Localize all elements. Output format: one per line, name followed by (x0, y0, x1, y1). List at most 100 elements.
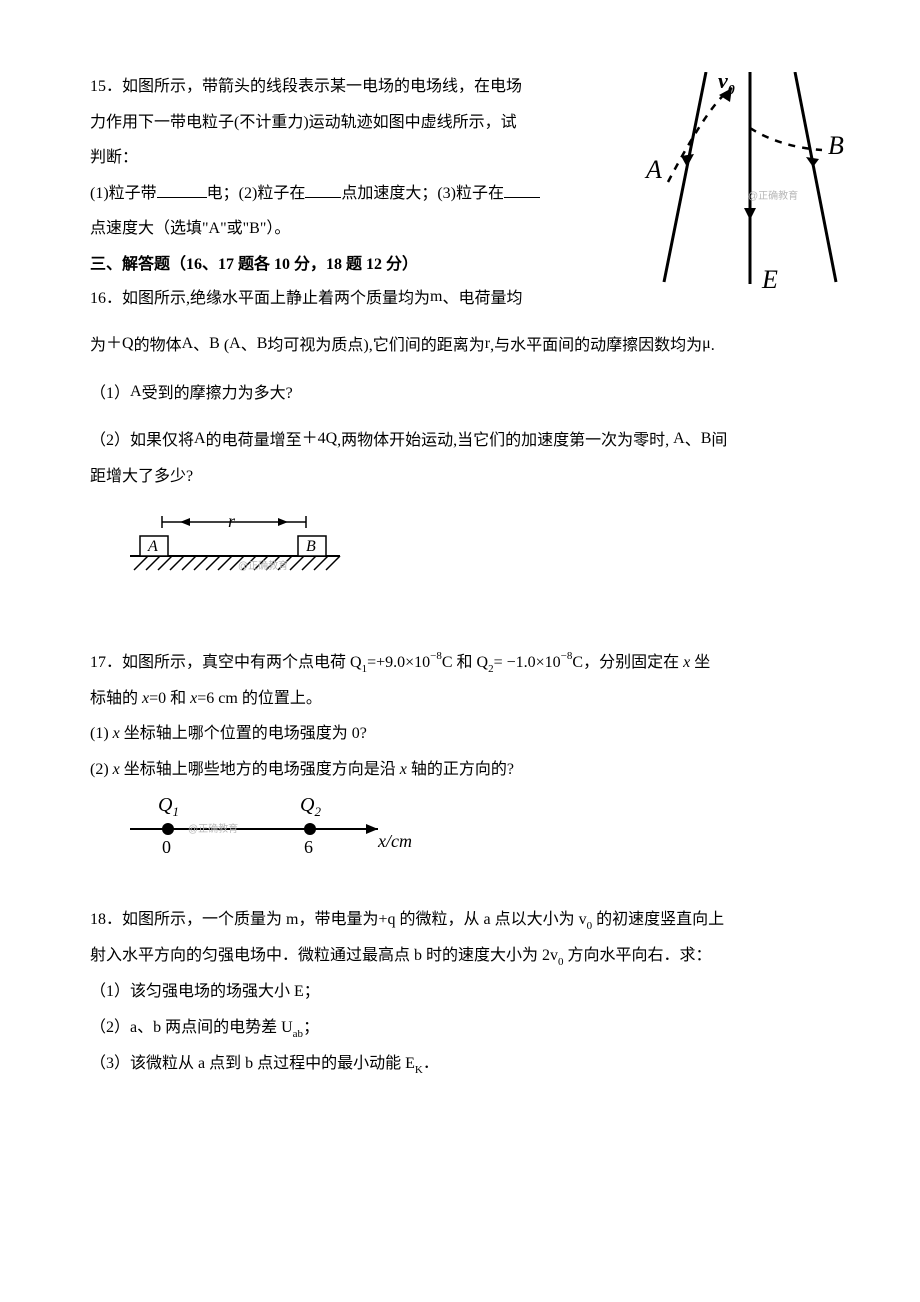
q17-fig-xcm: x/cm (377, 831, 412, 851)
q17-sub1: 1 (362, 663, 368, 675)
q17-exp2: −8 (561, 650, 573, 662)
blank-1 (157, 182, 207, 198)
q17-x4: x (113, 725, 120, 742)
q16-B2: B (257, 335, 268, 352)
q15-label-E: E (761, 265, 778, 294)
q16-fig-B: B (306, 538, 316, 555)
q17-l1b: =+9.0×10 (367, 654, 430, 671)
q15-sub1b: 电；(2)粒子在 (207, 185, 306, 202)
q18-subK: K (415, 1064, 423, 1076)
q18-block: 18．如图所示，一个质量为 m，带电量为+q 的微粒，从 a 点以大小为 v0 … (90, 903, 830, 1082)
q17-l1e: C，分别固定在 (572, 654, 683, 671)
q16-A1: A (182, 335, 194, 352)
q18-line2: 射入水平方向的匀强电场中．微粒通过最高点 b 时的速度大小为 2v0 方向水平向… (90, 939, 830, 973)
q17-l1c: C 和 Q (442, 654, 488, 671)
q17-l2c: =6 cm 的位置上。 (197, 690, 322, 707)
q16-fig-A: A (147, 538, 158, 555)
q16-s2e: 距增大了多少 (90, 468, 186, 485)
q17-l2b: =0 和 (149, 690, 190, 707)
q17-s2a: (2) (90, 761, 113, 778)
q18-sub0b: 0 (558, 956, 564, 968)
q16-s2a: （2）如果仅将 (90, 432, 194, 449)
q18-s3b: ． (423, 1055, 439, 1072)
q17-line1: 17．如图所示，真空中有两个点电荷 Q1=+9.0×10−8C 和 Q2= −1… (90, 646, 830, 680)
q17-svg: Q1 Q2 0 6 x/cm (120, 789, 430, 867)
q16-A5: A (673, 430, 685, 447)
q16-sub2-line1: （2）如果仅将A的电荷量增至＋4Q,两物体开始运动,当它们的加速度第一次为零时,… (90, 424, 830, 458)
q16-mu: μ (702, 335, 711, 352)
q17-s1a: (1) (90, 725, 113, 742)
q15-svg: A B E v0 (630, 72, 850, 302)
q16-s2d: 间 (711, 432, 727, 449)
q18-l2a: 射入水平方向的匀强电场中．微粒通过最高点 b 时的速度大小为 2v (90, 947, 558, 964)
q17-sub2: 2 (488, 663, 494, 675)
q16-l2b: 的物体 (134, 337, 182, 354)
q17-l1f: 坐 (690, 654, 710, 671)
q17-line2: 标轴的 x=0 和 x=6 cm 的位置上。 (90, 682, 830, 716)
q15-label-A: A (644, 155, 662, 184)
q16-A4: A (194, 430, 206, 447)
q17-sub2: (2) x 坐标轴上哪些地方的电场强度方向是沿 x 轴的正方向的? (90, 753, 830, 787)
blank-2 (305, 182, 341, 198)
q17-sub1: (1) x 坐标轴上哪个位置的电场强度为 0? (90, 717, 830, 751)
q15-block: 15．如图所示，带箭头的线段表示某一电场的电场线，在电场 力作用下一带电粒子(不… (90, 70, 600, 246)
q16-line2: 为＋Q的物体A、B (A、B均可视为质点),它们间的距离为r,与水平面间的动摩擦… (90, 329, 830, 363)
q17-l1a: 17．如图所示，真空中有两个点电荷 Q (90, 654, 362, 671)
q16-d2: 、 (241, 337, 257, 354)
q16-s2b: 的电荷量增至 (206, 432, 302, 449)
q15-sub1a: (1)粒子带 (90, 185, 157, 202)
q16-s1b: 受到的摩擦力为多大 (142, 385, 286, 402)
q17-s1b: 坐标轴上哪个位置的电场强度为 0? (120, 725, 367, 742)
q18-s2a: （2）a、b 两点间的电势差 U (90, 1019, 293, 1036)
q16-l2e: ,与水平面间的动摩擦因数均为 (490, 337, 702, 354)
q18-l2b: 方向水平向右．求： (564, 947, 712, 964)
q16-B3: B (701, 430, 712, 447)
q16-l1a: 16．如图所示,绝缘水平面上静止着两个质量均为 (90, 290, 430, 307)
q18-line1: 18．如图所示，一个质量为 m，带电量为+q 的微粒，从 a 点以大小为 v0 … (90, 903, 830, 937)
q16-sub2-line2: 距增大了多少? (90, 460, 830, 494)
q17-s2b: 坐标轴上哪些地方的电场强度方向是沿 (120, 761, 400, 778)
blank-3 (504, 182, 540, 198)
q17-x6: x (400, 761, 407, 778)
q18-sub2: （2）a、b 两点间的电势差 Uab； (90, 1011, 830, 1045)
q17-exp1: −8 (430, 650, 442, 662)
page-content: A B E v0 @正确教育 15．如图所示，带箭头的线段表示某一电场的电场线，… (90, 70, 830, 1081)
q15-sub1c: 点加速度大；(3)粒子在 (341, 185, 504, 202)
q16-B1: B (209, 335, 220, 352)
q16-r: r (485, 335, 490, 352)
q17-fig-Q2: Q2 (300, 794, 321, 819)
q16-s2c: ,两物体开始运动,当它们的加速度第一次为零时, (337, 432, 669, 449)
q15-line2: 力作用下一带电粒子(不计重力)运动轨迹如图中虚线所示，试 (90, 106, 600, 140)
q18-subab: ab (293, 1028, 303, 1040)
q16-A2: A (229, 335, 241, 352)
q16-fig-r: r (228, 511, 236, 531)
q16-watermark: @正确教育 (238, 557, 288, 572)
q16-s1a: （1） (90, 385, 130, 402)
q18-l1a: 18．如图所示，一个质量为 m，带电量为+q 的微粒，从 a 点以大小为 v (90, 911, 587, 928)
q16-sub1: （1）A受到的摩擦力为多大? (90, 377, 830, 411)
q17-block: 17．如图所示，真空中有两个点电荷 Q1=+9.0×10−8C 和 Q2= −1… (90, 646, 830, 867)
q18-s2b: ； (303, 1019, 319, 1036)
q17-figure: Q1 Q2 0 6 x/cm @正确教育 (120, 789, 430, 867)
q18-sub1: （1）该匀强电场的场强大小 E； (90, 975, 830, 1009)
q16-figure: r A B (120, 508, 350, 576)
q16-s1c: ? (286, 385, 293, 402)
q16-svg: r A B (120, 508, 350, 576)
q15-watermark: @正确教育 (748, 187, 798, 202)
q16-d3: 、 (685, 432, 701, 449)
q15-line1: 15．如图所示，带箭头的线段表示某一电场的电场线，在电场 (90, 70, 600, 104)
q16-p4Q: ＋4Q (302, 430, 338, 447)
q16-m: m (430, 288, 442, 305)
q17-fig-Q1: Q1 (158, 794, 179, 819)
q15-line3: 判断： (90, 141, 600, 175)
q17-fig-0: 0 (162, 837, 171, 857)
q17-watermark: @正确教育 (188, 820, 238, 835)
q18-sub3: （3）该微粒从 a 点到 b 点过程中的最小动能 EK． (90, 1047, 830, 1081)
q17-fig-6: 6 (304, 837, 313, 857)
q17-x5: x (113, 761, 120, 778)
q18-s3a: （3）该微粒从 a 点到 b 点过程中的最小动能 E (90, 1055, 415, 1072)
q16-l1b: 、电荷量均 (442, 290, 522, 307)
q16-l2f: . (711, 337, 715, 354)
q16-l2d: 均可视为质点),它们间的距离为 (267, 337, 484, 354)
q16-l2a: 为 (90, 337, 106, 354)
